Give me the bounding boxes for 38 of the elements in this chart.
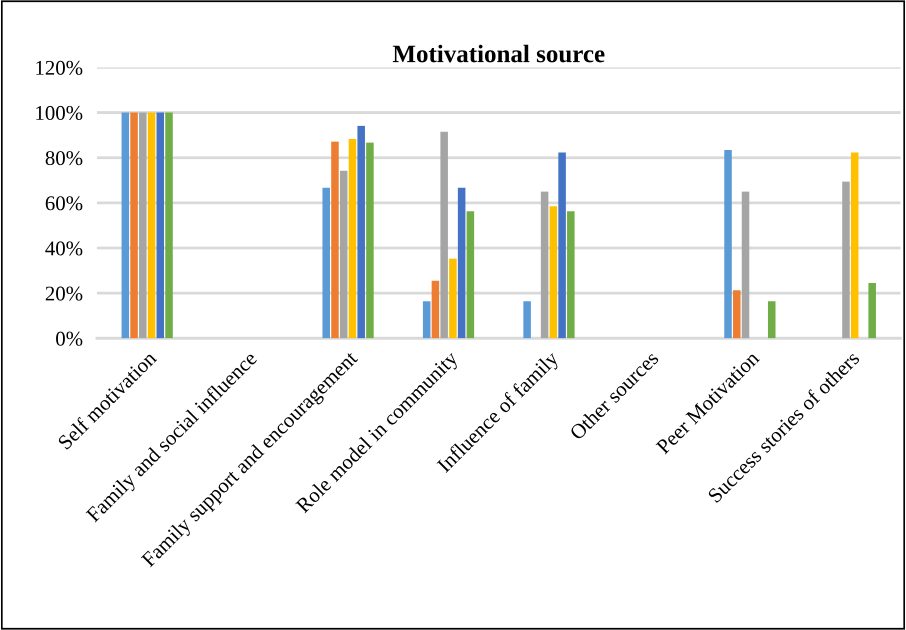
bar (466, 211, 474, 338)
bar (724, 150, 732, 338)
bar (156, 112, 164, 338)
bar (850, 152, 858, 338)
y-tick-label: 120% (36, 60, 82, 75)
bar (567, 211, 575, 338)
bar (540, 192, 548, 338)
y-tick-label: 0% (56, 332, 82, 346)
bar (558, 152, 566, 338)
bar (733, 290, 741, 338)
bar (331, 142, 339, 338)
y-tick-label: 100% (36, 106, 82, 120)
bar (165, 112, 173, 338)
chart-title: Motivational source (392, 44, 604, 62)
y-tick-label: 80% (46, 151, 82, 166)
bar (122, 112, 130, 338)
bar (348, 138, 356, 338)
bar (322, 188, 330, 338)
y-tick-label: 20% (46, 286, 82, 301)
bar (449, 258, 457, 338)
y-tick-label: 40% (45, 241, 82, 256)
bar (422, 301, 430, 338)
bar (357, 126, 365, 338)
bar (432, 280, 440, 338)
bar (768, 301, 776, 338)
bar (868, 283, 876, 338)
bar (130, 112, 138, 338)
bar (440, 132, 448, 338)
bar (523, 301, 531, 338)
bar (139, 112, 147, 338)
bar (742, 192, 750, 338)
bar (366, 142, 374, 338)
bar (550, 206, 558, 338)
y-tick-label: 60% (46, 196, 82, 210)
bar (340, 170, 348, 338)
bar (148, 112, 156, 338)
bar (842, 182, 850, 338)
bar (458, 188, 466, 338)
